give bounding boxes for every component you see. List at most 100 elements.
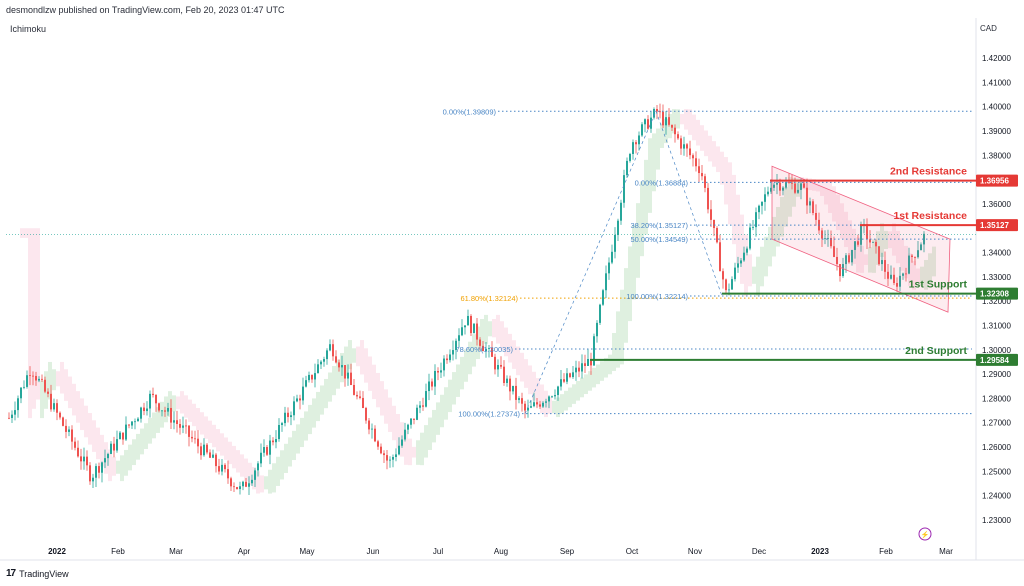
candle-body xyxy=(44,379,46,392)
cloud-segment xyxy=(376,372,380,408)
candle-body xyxy=(224,464,226,470)
candle-body xyxy=(20,387,22,399)
candle-body xyxy=(233,486,235,488)
cloud-segment xyxy=(604,357,608,378)
cloud-segment xyxy=(808,178,812,191)
candle-body xyxy=(485,348,487,351)
cloud-segment xyxy=(200,412,204,435)
cloud-segment xyxy=(56,371,60,387)
cloud-segment xyxy=(780,197,784,237)
candle-body xyxy=(404,429,406,440)
cloud-segment xyxy=(772,216,776,257)
x-tick-label: Oct xyxy=(626,547,639,556)
candle-body xyxy=(881,260,883,265)
x-tick-label: Nov xyxy=(688,547,702,556)
candle-body xyxy=(278,424,280,440)
cloud-segment xyxy=(688,109,692,135)
candle-body xyxy=(833,246,835,257)
cloud-segment xyxy=(204,416,208,439)
candle-body xyxy=(857,241,859,245)
cloud-segment xyxy=(356,346,360,367)
cloud-segment xyxy=(172,395,176,412)
candle-body xyxy=(662,111,664,126)
candle-body xyxy=(836,256,838,265)
cloud-segment xyxy=(468,341,472,375)
candle-body xyxy=(347,372,349,379)
currency-label: CAD xyxy=(980,24,997,33)
candle-body xyxy=(572,372,574,378)
x-tick-label: May xyxy=(299,547,314,556)
candle-body xyxy=(356,394,358,397)
candle-body xyxy=(605,273,607,291)
cloud-segment xyxy=(676,109,680,129)
candle-body xyxy=(476,323,478,340)
candle-body xyxy=(608,262,610,274)
candle-body xyxy=(551,396,553,398)
candle-body xyxy=(596,322,598,337)
candle-body xyxy=(50,393,52,410)
cloud-segment xyxy=(532,371,536,401)
fib-level-label: 50.00%(1.34549) xyxy=(630,235,688,244)
candle-body xyxy=(239,486,241,490)
candle-body xyxy=(110,443,112,454)
cloud-segment xyxy=(456,364,460,397)
cloud-segment xyxy=(104,442,108,474)
candle-body xyxy=(854,241,856,250)
candle-body xyxy=(575,367,577,373)
cloud-segment xyxy=(620,289,624,365)
candle-body xyxy=(590,358,592,366)
cloud-segment xyxy=(716,146,720,173)
candle-body xyxy=(227,469,229,479)
candle-body xyxy=(482,345,484,351)
cloud-segment xyxy=(860,245,864,273)
cloud-segment xyxy=(504,327,508,357)
cloud-segment xyxy=(672,109,676,134)
candle-body xyxy=(266,447,268,455)
x-tick-label: 2022 xyxy=(48,547,66,556)
candle-body xyxy=(839,264,841,277)
candle-body xyxy=(452,350,454,355)
candle-body xyxy=(887,271,889,279)
x-tick-label: Mar xyxy=(939,547,953,556)
candle-body xyxy=(716,228,718,243)
cloud-segment xyxy=(60,361,64,394)
cloud-segment xyxy=(24,228,28,238)
candle-body xyxy=(875,241,877,247)
cloud-segment xyxy=(408,438,412,466)
candle-body xyxy=(626,160,628,176)
cloud-segment xyxy=(868,247,872,273)
cloud-segment xyxy=(184,395,188,418)
cloud-segment xyxy=(164,396,168,423)
candle-body xyxy=(332,344,334,357)
candle-body xyxy=(98,466,100,473)
cloud-segment xyxy=(208,420,212,443)
fib-trend-line xyxy=(655,111,723,297)
fib-levels: 0.00%(1.39809) 0.00%(1.36884) 38.20%(1.351… xyxy=(443,107,972,419)
cloud-segment xyxy=(760,246,764,287)
candle-body xyxy=(317,364,319,374)
candle-body xyxy=(230,478,232,487)
footer-brand[interactable]: 17 TradingView xyxy=(6,568,69,579)
candle-body xyxy=(581,363,583,372)
candle-body xyxy=(323,359,325,362)
candle-body xyxy=(779,182,781,191)
indicator-label[interactable]: Ichimoku xyxy=(10,24,47,34)
cloud-segment xyxy=(756,256,760,297)
candle-body xyxy=(215,454,217,467)
cloud-segment xyxy=(92,420,96,452)
cloud-segment xyxy=(444,387,448,420)
candle-body xyxy=(593,336,595,366)
cloud-segment xyxy=(748,254,752,287)
cloud-segment xyxy=(248,462,252,486)
candle-body xyxy=(101,462,103,473)
candle-body xyxy=(503,366,505,383)
cloud-segment xyxy=(48,361,52,400)
candle-body xyxy=(11,414,13,419)
candle-body xyxy=(740,260,742,264)
cloud-segment xyxy=(484,314,488,344)
cloud-segment xyxy=(188,399,192,422)
candle-body xyxy=(389,459,391,461)
price-badge xyxy=(976,219,1018,232)
candle-body xyxy=(302,386,304,401)
